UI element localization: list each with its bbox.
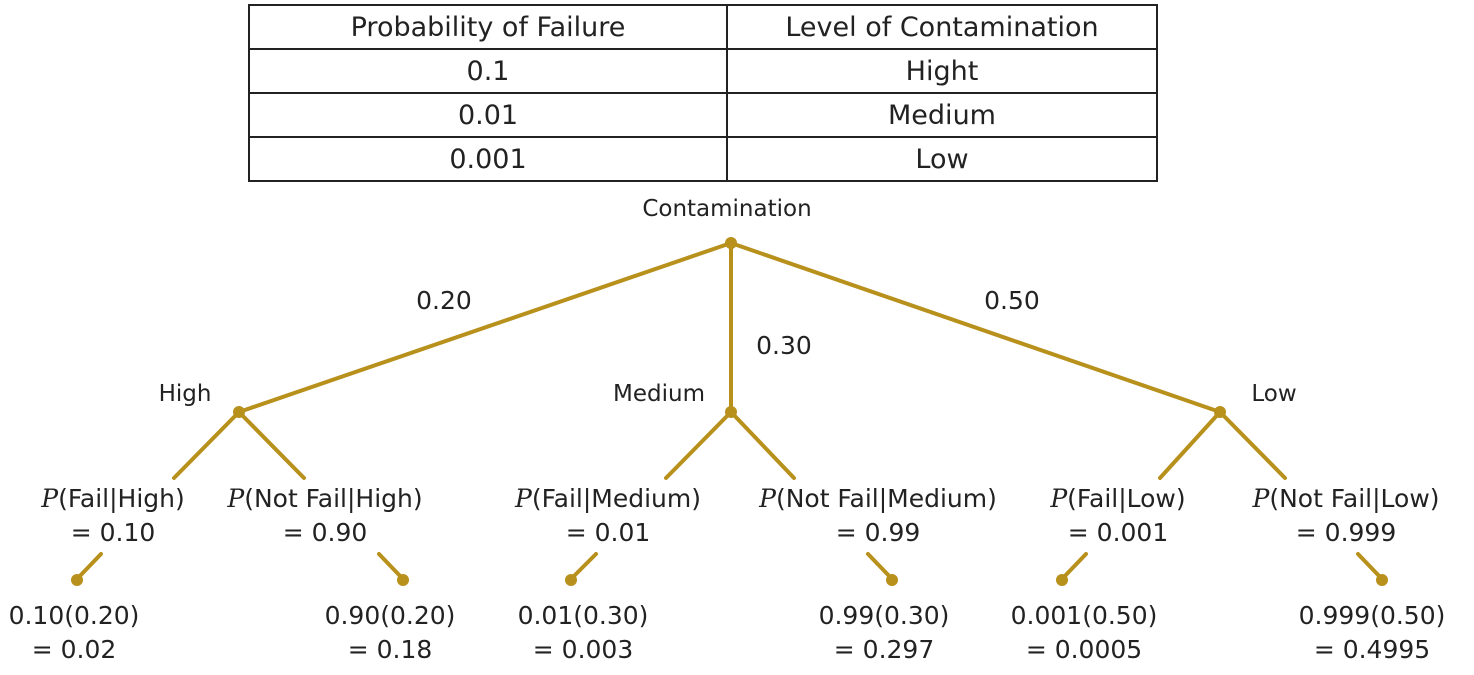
edge-high-fail (172, 410, 241, 480)
edge-root-low (729, 241, 1222, 414)
cond-prob-medium-fail: P(Fail|Medium) (514, 484, 701, 513)
edge-low-notfail-leaf (1356, 552, 1384, 581)
node-label-low: Low (1251, 381, 1296, 407)
cell-probability: 0.001 (248, 136, 728, 182)
branch-prob-medium: 0.30 (756, 331, 812, 360)
cond-value-low-notfail: = 0.999 (1296, 518, 1396, 547)
edge-medium-notfail-leaf (866, 552, 894, 581)
edge-low-notfail (1218, 410, 1287, 480)
leaf-node (71, 574, 83, 586)
joint-expr-low-notfail: 0.999(0.50) (1299, 601, 1446, 630)
cell-level: Hight (726, 48, 1158, 94)
edge-root-high (237, 241, 733, 414)
joint-value-high-fail: = 0.02 (32, 635, 117, 664)
cell-probability: 0.01 (248, 92, 728, 138)
edge-low-fail-leaf (1060, 552, 1088, 581)
leaf-node (1056, 574, 1068, 586)
edge-medium-notfail (729, 410, 796, 480)
tree-edges (75, 241, 1384, 581)
edge-medium-fail-leaf (569, 552, 598, 581)
cond-prob-medium-notfail: P(Not Fail|Medium) (758, 484, 997, 513)
cell-level: Medium (726, 92, 1158, 138)
edge-high-notfail (237, 410, 306, 480)
cond-prob-low-notfail: P(Not Fail|Low) (1251, 484, 1439, 513)
joint-expr-low-fail: 0.001(0.50) (1011, 601, 1158, 630)
cond-value-medium-notfail: = 0.99 (836, 518, 921, 547)
branch-prob-low: 0.50 (984, 286, 1040, 315)
leaf-node (397, 574, 409, 586)
table-header-row: Probability of Failure Level of Contamin… (248, 4, 1158, 50)
leaf-node (565, 574, 577, 586)
root-label: Contamination (642, 196, 811, 222)
cond-prob-low-fail: P(Fail|Low) (1049, 484, 1185, 513)
node-medium (725, 406, 737, 418)
joint-value-low-fail: = 0.0005 (1026, 635, 1142, 664)
cond-prob-high-fail: P(Fail|High) (40, 484, 185, 513)
cond-value-high-notfail: = 0.90 (283, 518, 368, 547)
tree-nodes (71, 237, 1388, 586)
edge-high-fail-leaf (75, 552, 103, 581)
probability-table: Probability of Failure Level of Contamin… (248, 4, 1158, 182)
joint-expr-high-notfail: 0.90(0.20) (325, 601, 456, 630)
leaf-node (886, 574, 898, 586)
branch-prob-high: 0.20 (416, 286, 472, 315)
joint-expr-medium-fail: 0.01(0.30) (518, 601, 649, 630)
column-header-probability: Probability of Failure (248, 4, 728, 50)
node-low (1214, 406, 1226, 418)
table-row: 0.1 Hight (248, 48, 1158, 94)
node-high (233, 406, 245, 418)
edge-low-fail (1158, 410, 1222, 480)
cell-level: Low (726, 136, 1158, 182)
edge-high-notfail-leaf (377, 552, 405, 581)
joint-value-low-notfail: = 0.4995 (1314, 635, 1430, 664)
cond-value-high-fail: = 0.10 (71, 518, 156, 547)
cond-prob-high-notfail: P(Not Fail|High) (226, 484, 422, 513)
node-label-high: High (159, 381, 212, 407)
cond-value-medium-fail: = 0.01 (566, 518, 651, 547)
joint-expr-high-fail: 0.10(0.20) (9, 601, 140, 630)
joint-expr-medium-notfail: 0.99(0.30) (819, 601, 950, 630)
cond-value-low-fail: = 0.001 (1068, 518, 1168, 547)
joint-value-high-notfail: = 0.18 (348, 635, 433, 664)
table-row: 0.001 Low (248, 136, 1158, 182)
leaf-node (1376, 574, 1388, 586)
table-row: 0.01 Medium (248, 92, 1158, 138)
edge-medium-fail (664, 410, 733, 480)
node-label-medium: Medium (613, 381, 705, 407)
column-header-level: Level of Contamination (726, 4, 1158, 50)
joint-value-medium-notfail: = 0.297 (834, 635, 934, 664)
root-node (725, 237, 737, 249)
cell-probability: 0.1 (248, 48, 728, 94)
joint-value-medium-fail: = 0.003 (533, 635, 633, 664)
